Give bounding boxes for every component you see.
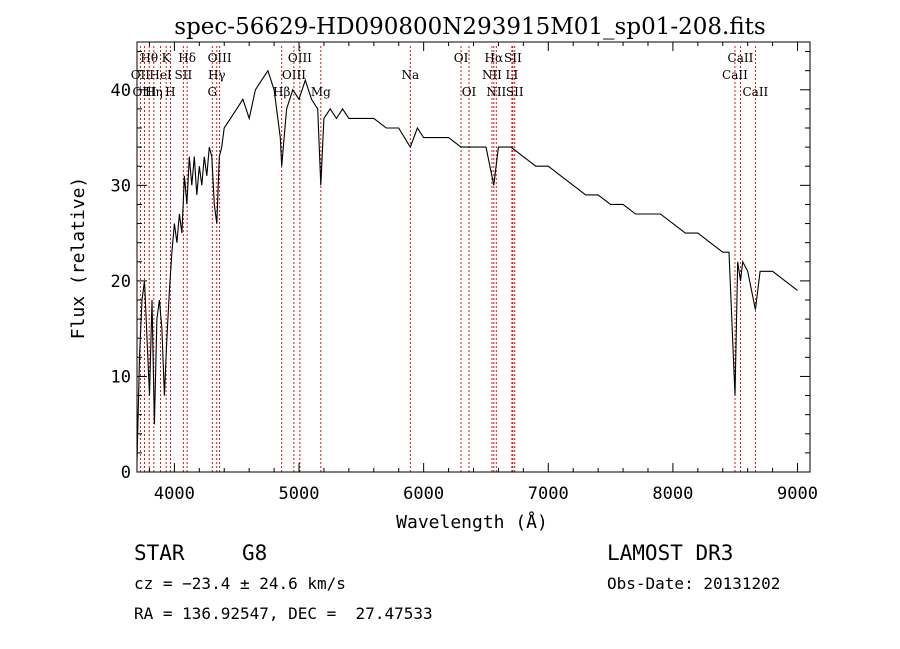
- line-label: G: [207, 85, 217, 99]
- obs-date: Obs-Date: 20131202: [607, 574, 780, 593]
- x-axis: 4000 5000 6000 7000 8000 9000: [148, 42, 818, 504]
- line-label: Na: [401, 68, 419, 82]
- redshift-cz: cz = −23.4 ± 24.6 km/s: [134, 574, 346, 593]
- line-label: Hα: [485, 51, 504, 65]
- line-label: NII: [482, 68, 502, 82]
- x-axis-label: Wavelength (Å): [396, 511, 548, 533]
- line-label: SII: [506, 85, 524, 99]
- line-label: CaII: [722, 68, 748, 82]
- line-label: SII: [504, 51, 522, 65]
- x-tick-label: 5000: [279, 484, 320, 504]
- survey-name: LAMOST DR3: [607, 541, 733, 565]
- y-tick-label: 10: [111, 367, 131, 387]
- line-label: OI: [462, 85, 477, 99]
- y-tick-label: 20: [111, 272, 131, 292]
- y-tick-label: 30: [111, 176, 131, 196]
- y-axis: 0 10 20 30 40: [111, 51, 810, 483]
- line-label: OIII: [282, 68, 306, 82]
- spectrum-line: [136, 69, 798, 463]
- x-tick-label: 8000: [652, 484, 693, 504]
- line-label: SII: [175, 68, 193, 82]
- x-tick-label: 6000: [403, 484, 444, 504]
- line-label: Hβ: [273, 85, 290, 99]
- line-label: Hδ: [178, 51, 196, 65]
- line-markers: [139, 46, 756, 472]
- line-label: LI: [506, 68, 519, 82]
- line-label: Mg: [311, 85, 331, 99]
- x-tick-label: 4000: [154, 484, 195, 504]
- line-label: Hθ: [140, 51, 158, 65]
- line-label: OII: [131, 68, 151, 82]
- line-label: OI: [454, 51, 469, 65]
- line-label: OIII: [288, 51, 312, 65]
- x-tick-label: 9000: [777, 484, 818, 504]
- line-label: K: [162, 51, 172, 65]
- line-label: NII: [486, 85, 506, 99]
- line-label: Hγ: [208, 68, 226, 82]
- line-label: Hη: [145, 85, 163, 99]
- y-tick-label: 0: [121, 463, 131, 483]
- line-label: H: [165, 85, 175, 99]
- y-axis-label: Flux (relative): [68, 177, 89, 340]
- y-tick-label: 40: [111, 81, 131, 101]
- line-label: CaII: [742, 85, 768, 99]
- object-class: STAR: [134, 541, 185, 565]
- line-label: OIII: [208, 51, 232, 65]
- chart-title: spec-56629-HD090800N293915M01_sp01-208.f…: [174, 14, 765, 40]
- line-label: HeI: [149, 68, 172, 82]
- line-label: OIII: [132, 85, 156, 99]
- coordinates: RA = 136.92547, DEC = 27.47533: [134, 604, 433, 623]
- object-subclass: G8: [242, 541, 267, 565]
- line-label: CaII: [728, 51, 754, 65]
- x-tick-label: 7000: [528, 484, 569, 504]
